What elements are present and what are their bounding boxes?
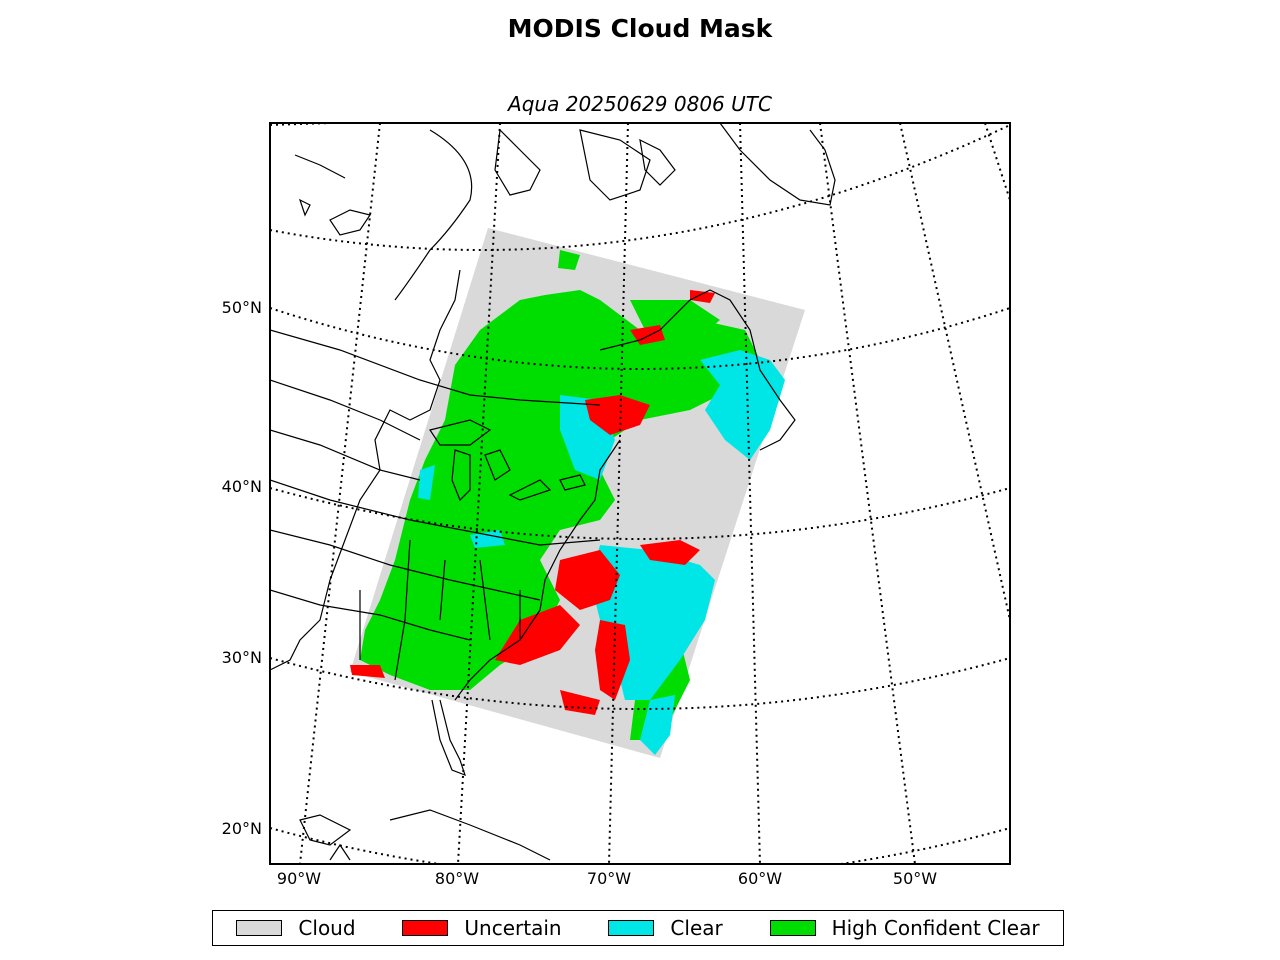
- legend-label-uncertain: Uncertain: [464, 916, 562, 940]
- lon-label-60w: 60°W: [738, 869, 782, 888]
- lon-label-50w: 50°W: [893, 869, 937, 888]
- legend-swatch-uncertain: [402, 920, 449, 936]
- coastlines: [270, 123, 836, 861]
- lat-label-20n: 20°N: [222, 819, 262, 838]
- legend-item-clear: Clear: [608, 916, 723, 940]
- legend-label-clear: Clear: [670, 916, 723, 940]
- map-frame: [269, 122, 1011, 865]
- legend-item-high-confident-clear: High Confident Clear: [769, 916, 1040, 940]
- legend-label-cloud: Cloud: [298, 916, 356, 940]
- legend-item-uncertain: Uncertain: [402, 916, 562, 940]
- legend: Cloud Uncertain Clear High Confident Cle…: [212, 910, 1064, 946]
- lat-label-30n: 30°N: [222, 648, 262, 667]
- graticule: [270, 123, 1010, 864]
- legend-item-cloud: Cloud: [236, 916, 356, 940]
- legend-swatch-high-confident-clear: [769, 920, 816, 936]
- figure-title: MODIS Cloud Mask: [507, 14, 773, 43]
- lon-label-80w: 80°W: [435, 869, 479, 888]
- legend-swatch-cloud: [236, 920, 283, 936]
- legend-swatch-clear: [608, 920, 655, 936]
- legend-label-high-confident-clear: High Confident Clear: [831, 916, 1040, 940]
- lat-label-40n: 40°N: [222, 477, 262, 496]
- great-lakes: [429, 419, 586, 502]
- uncertain-region: [350, 290, 715, 715]
- lon-label-90w: 90°W: [277, 869, 321, 888]
- map-figure: 50°N 40°N 30°N 20°N 90°W 80°W 70°W 60°W …: [222, 122, 1011, 888]
- lat-label-50n: 50°N: [222, 298, 262, 317]
- figure-subtitle: Aqua 20250629 0806 UTC: [508, 92, 772, 116]
- lon-label-70w: 70°W: [587, 869, 631, 888]
